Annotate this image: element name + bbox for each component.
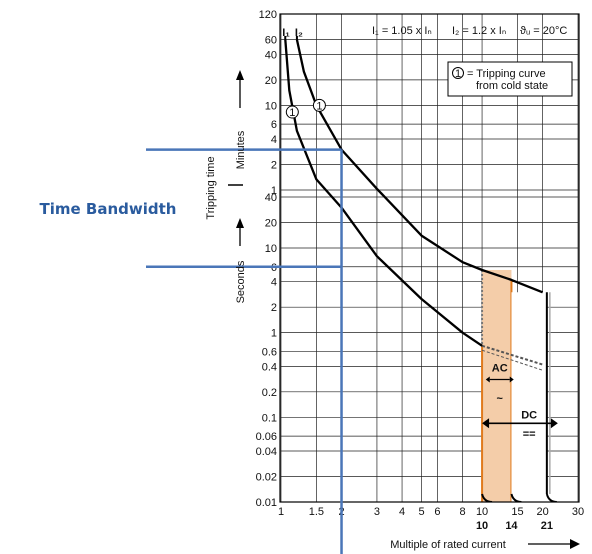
x-bold-label: 14 — [505, 520, 518, 532]
x-tick-label: 1.5 — [309, 506, 324, 518]
y-tick-label-seconds: 0.4 — [262, 361, 277, 373]
x-axis-label: Multiple of rated current — [390, 539, 506, 551]
axis-ticks: 11.5234568101520301014211206040201064214… — [256, 9, 585, 532]
y-tick-label-minutes: 6 — [271, 119, 277, 131]
y-unit-seconds: Seconds — [235, 260, 247, 303]
y-tick-label-minutes: 4 — [271, 134, 277, 146]
legend-text-line1: = Tripping curve — [467, 68, 546, 80]
ac-label: AC — [492, 362, 508, 374]
x-tick-label: 30 — [572, 506, 584, 518]
y-tick-label-seconds: 40 — [265, 192, 277, 204]
x-axis-arrow-head — [570, 539, 580, 549]
seconds-arrow-head — [236, 218, 244, 228]
theta-label: ϑᵤ = 20°C — [520, 25, 567, 37]
y-tick-label-minutes: 40 — [265, 49, 277, 61]
dc-arrow-head-right — [550, 418, 558, 429]
legend-box — [447, 61, 573, 97]
band-dashed-upper — [481, 344, 543, 366]
y-tick-label-seconds: 2 — [271, 302, 277, 314]
y-tick-label-seconds: 0.02 — [256, 472, 277, 484]
time-bandwidth-label: Time Bandwidth — [40, 200, 177, 218]
x-tick-label: 8 — [460, 506, 466, 518]
ac-arrow-head-right — [509, 376, 514, 383]
y-tick-label-minutes: 2 — [271, 160, 277, 172]
y-tick-label-seconds: 20 — [265, 217, 277, 229]
minutes-arrow-head — [236, 70, 244, 80]
curve-marker-circle — [285, 105, 299, 119]
legend-marker-circle — [452, 67, 464, 79]
y-tick-label-seconds: 1 — [271, 328, 277, 340]
y-tick-label-minutes: 20 — [265, 75, 277, 87]
dc-symbol: == — [523, 428, 536, 440]
x-tick-label: 3 — [374, 506, 380, 518]
ac-band-fill — [482, 269, 512, 502]
y-tick-label-minutes: 10 — [265, 100, 277, 112]
y-tick-label-seconds: 0.1 — [262, 412, 277, 424]
y-unit-minutes: Minutes — [235, 130, 247, 169]
y-axis-label: Tripping time — [205, 156, 217, 219]
time-bandwidth-overlay: Time Bandwidth — [40, 148, 343, 554]
ac-arrow-head-left — [485, 376, 490, 383]
x-tick-label: 20 — [536, 506, 548, 518]
curve-marker-number: 1 — [316, 100, 322, 112]
plot-frame — [279, 13, 580, 503]
chart-labels: I₁ I₂ I₁ = 1.05 x Iₙ I₂ = 1.2 x Iₙ ϑᵤ = 20°C… — [205, 25, 580, 551]
ac-symbol: ~ — [497, 393, 504, 405]
x-bold-label: 21 — [541, 520, 553, 532]
y-tick-label-minutes: 120 — [259, 9, 277, 21]
x-tick-label: 10 — [476, 506, 488, 518]
curve-marker-number: 1 — [289, 107, 295, 119]
x-tick-label: 4 — [399, 506, 405, 518]
x-tick-label: 6 — [434, 506, 440, 518]
x-tick-label: 1 — [278, 506, 284, 518]
dc-label: DC — [521, 409, 537, 421]
x-tick-label: 15 — [511, 506, 523, 518]
dc-band-fill — [511, 292, 547, 502]
y-tick-label-minutes: 60 — [265, 34, 277, 46]
y-tick-label-seconds: 4 — [271, 277, 277, 289]
y-tick-label-seconds: 0.04 — [256, 446, 277, 458]
y-tick-label-minutes: 1 — [271, 185, 277, 197]
i1-label: I₁ = 1.05 x Iₙ — [372, 25, 432, 37]
y-tick-label-seconds: 0.6 — [262, 346, 277, 358]
i1-marker: I₁ — [282, 27, 290, 39]
tripping-curve — [295, 39, 544, 294]
y-tick-label-seconds: 0.2 — [262, 387, 277, 399]
y-tick-label-seconds: 10 — [265, 243, 277, 255]
curve-marker-circle — [312, 98, 326, 112]
legend-text-line2: from cold state — [476, 80, 548, 92]
i2-marker: I₂ — [295, 27, 303, 39]
dc-band-bottom-hook — [545, 493, 557, 502]
dc-arrow-head-left — [482, 418, 490, 429]
ac-band-region — [481, 269, 557, 502]
x-bold-label: 10 — [476, 520, 488, 532]
y-tick-label-seconds: 0.06 — [256, 431, 277, 443]
band-dashed-lower — [481, 349, 543, 371]
x-tick-label: 5 — [418, 506, 424, 518]
i2-label: I₂ = 1.2 x Iₙ — [452, 25, 506, 37]
legend-marker-number: 1 — [455, 68, 461, 80]
y-tick-label-seconds: 0.01 — [256, 497, 277, 509]
